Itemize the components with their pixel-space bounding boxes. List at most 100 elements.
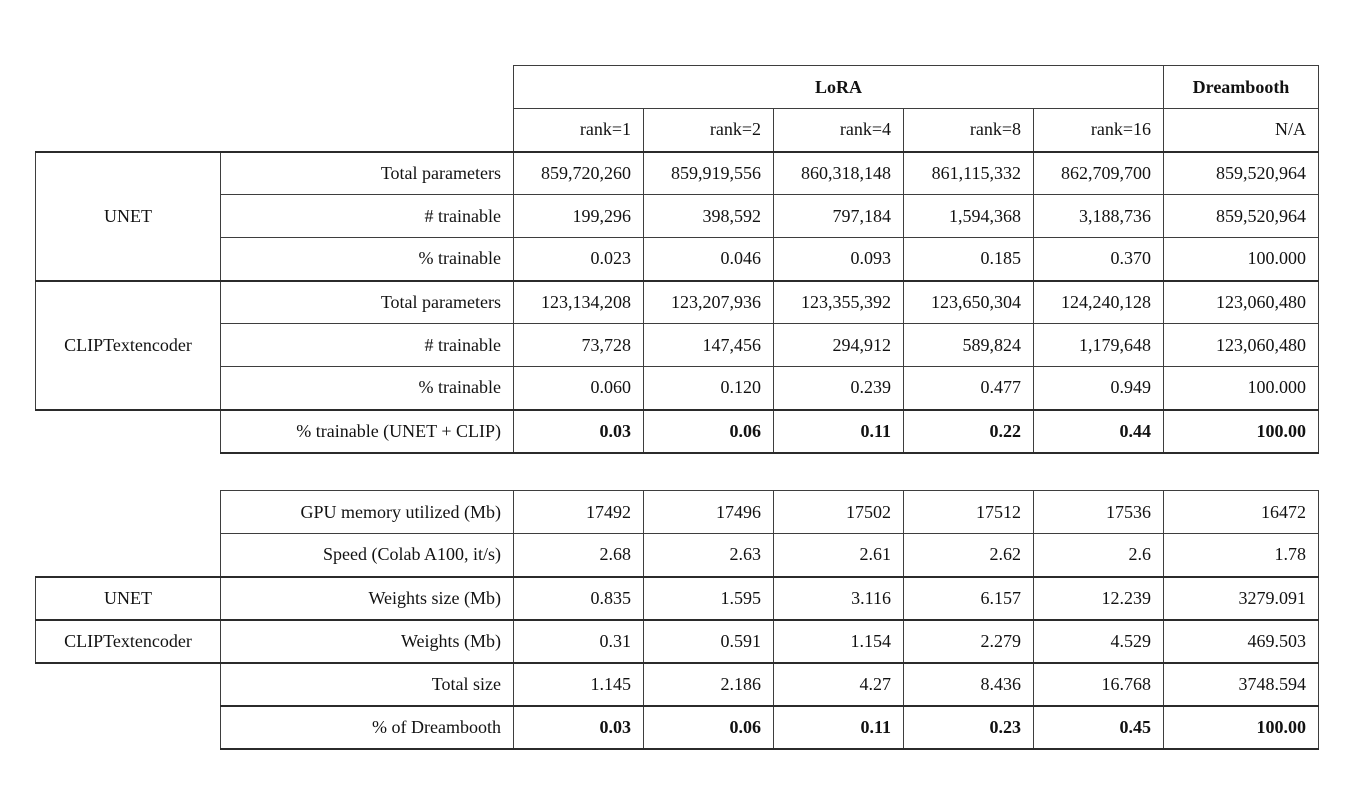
value-cell: 859,919,556 (643, 150, 774, 195)
value-cell: 0.11 (773, 704, 904, 750)
value-cell: 100.00 (1163, 408, 1319, 454)
value-cell: 0.835 (513, 575, 644, 620)
row-label: Weights size (Mb) (220, 575, 514, 620)
value-cell: 199,296 (513, 194, 644, 238)
parameters-table: LoRA Dreambooth rank=1 rank=2 rank=4 rank=8 ra… (35, 65, 1319, 454)
value-cell: 2.279 (903, 618, 1034, 663)
value-cell: 0.45 (1033, 704, 1164, 750)
value-cell: 398,592 (643, 194, 774, 238)
value-cell: 12.239 (1033, 575, 1164, 620)
value-cell: 17496 (643, 490, 774, 534)
value-cell: 123,355,392 (773, 279, 904, 324)
value-cell: 862,709,700 (1033, 150, 1164, 195)
value-cell: 1.595 (643, 575, 774, 620)
sub-header-rank-8: rank=8 (903, 108, 1034, 152)
value-cell: 4.27 (773, 661, 904, 706)
row-label: Weights (Mb) (220, 618, 514, 663)
value-cell: 2.186 (643, 661, 774, 706)
row-label: Total size (220, 661, 514, 706)
value-cell: 147,456 (643, 323, 774, 367)
value-cell: 1,594,368 (903, 194, 1034, 238)
value-cell: 73,728 (513, 323, 644, 367)
row-label: GPU memory utilized (Mb) (220, 490, 514, 534)
sub-header-rank-1: rank=1 (513, 108, 644, 152)
value-cell: 8.436 (903, 661, 1034, 706)
row-label: % trainable (220, 366, 514, 410)
value-cell: 860,318,148 (773, 150, 904, 195)
value-cell: 17512 (903, 490, 1034, 534)
group-spacer (36, 706, 221, 749)
value-cell: 0.31 (513, 618, 644, 663)
sub-header-rank-16: rank=16 (1033, 108, 1164, 152)
value-cell: 1.78 (1163, 533, 1319, 577)
row-label: % trainable (220, 237, 514, 281)
value-cell: 123,134,208 (513, 279, 644, 324)
value-cell: 0.06 (643, 408, 774, 454)
group-spacer (36, 410, 221, 453)
value-cell: 859,520,964 (1163, 150, 1319, 195)
group-label-unet: UNET (35, 575, 221, 620)
value-cell: 0.370 (1033, 237, 1164, 281)
group-label-unet: UNET (35, 150, 221, 281)
row-label: # trainable (220, 323, 514, 367)
value-cell: 0.44 (1033, 408, 1164, 454)
value-cell: 0.239 (773, 366, 904, 410)
value-cell: 100.000 (1163, 237, 1319, 281)
row-label: % trainable (UNET + CLIP) (220, 408, 514, 454)
value-cell: 17492 (513, 490, 644, 534)
value-cell: 1,179,648 (1033, 323, 1164, 367)
value-cell: 3.116 (773, 575, 904, 620)
group-spacer (36, 534, 221, 577)
col-group-header-lora: LoRA (513, 65, 1164, 109)
value-cell: 17536 (1033, 490, 1164, 534)
value-cell: 17502 (773, 490, 904, 534)
value-cell: 6.157 (903, 575, 1034, 620)
value-cell: 2.62 (903, 533, 1034, 577)
resources-table: GPU memory utilized (Mb) 17492 17496 17502 1… (35, 490, 1319, 750)
header-spacer (36, 66, 514, 109)
row-label: Total parameters (220, 279, 514, 324)
value-cell: 123,650,304 (903, 279, 1034, 324)
row-label: # trainable (220, 194, 514, 238)
value-cell: 16.768 (1033, 661, 1164, 706)
value-cell: 123,207,936 (643, 279, 774, 324)
row-label: % of Dreambooth (220, 704, 514, 750)
value-cell: 2.68 (513, 533, 644, 577)
value-cell: 0.03 (513, 408, 644, 454)
value-cell: 859,720,260 (513, 150, 644, 195)
value-cell: 469.503 (1163, 618, 1319, 663)
value-cell: 16472 (1163, 490, 1319, 534)
value-cell: 4.529 (1033, 618, 1164, 663)
value-cell: 0.046 (643, 237, 774, 281)
group-label-cliptextencoder: CLIPTextencoder (35, 618, 221, 664)
value-cell: 2.6 (1033, 533, 1164, 577)
group-spacer (36, 491, 221, 534)
value-cell: 0.477 (903, 366, 1034, 410)
value-cell: 861,115,332 (903, 150, 1034, 195)
value-cell: 124,240,128 (1033, 279, 1164, 324)
value-cell: 2.61 (773, 533, 904, 577)
value-cell: 859,520,964 (1163, 194, 1319, 238)
group-spacer (36, 663, 221, 706)
value-cell: 0.591 (643, 618, 774, 663)
value-cell: 0.093 (773, 237, 904, 281)
value-cell: 123,060,480 (1163, 279, 1319, 324)
value-cell: 0.06 (643, 704, 774, 750)
value-cell: 1.145 (513, 661, 644, 706)
sub-header-rank-4: rank=4 (773, 108, 904, 152)
value-cell: 3,188,736 (1033, 194, 1164, 238)
col-header-dreambooth: Dreambooth (1163, 65, 1319, 109)
value-cell: 0.060 (513, 366, 644, 410)
row-label: Speed (Colab A100, it/s) (220, 533, 514, 577)
sub-header-rank-2: rank=2 (643, 108, 774, 152)
value-cell: 3748.594 (1163, 661, 1319, 706)
value-cell: 0.22 (903, 408, 1034, 454)
value-cell: 797,184 (773, 194, 904, 238)
value-cell: 0.120 (643, 366, 774, 410)
value-cell: 0.03 (513, 704, 644, 750)
value-cell: 100.00 (1163, 704, 1319, 750)
value-cell: 2.63 (643, 533, 774, 577)
value-cell: 1.154 (773, 618, 904, 663)
value-cell: 0.949 (1033, 366, 1164, 410)
